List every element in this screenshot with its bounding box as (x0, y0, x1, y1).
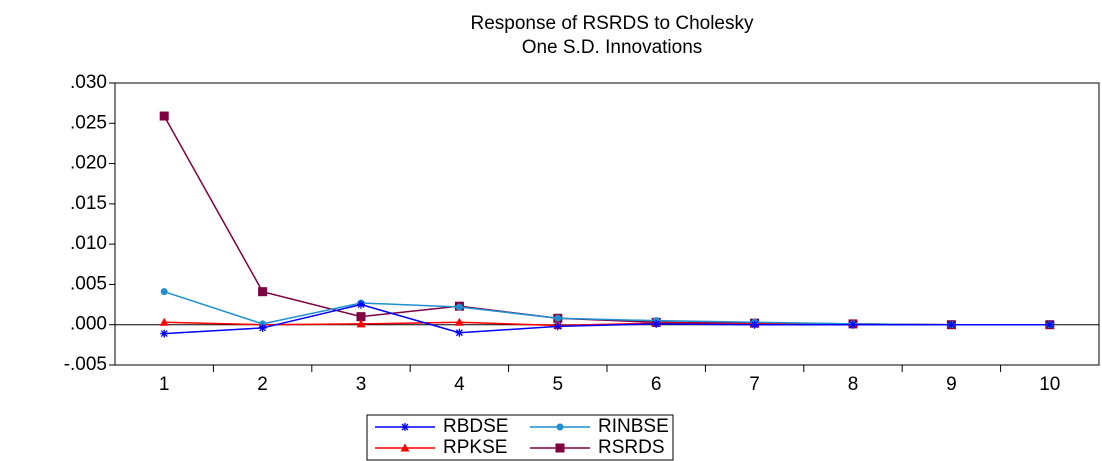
marker (356, 312, 366, 322)
marker (652, 319, 661, 328)
x-tick-label: 4 (454, 374, 465, 395)
marker (750, 320, 759, 329)
x-tick-label: 6 (651, 374, 662, 395)
marker (258, 323, 267, 332)
x-tick-label: 3 (356, 374, 367, 395)
chart-title: One S.D. Innovations (522, 37, 703, 58)
marker (401, 423, 409, 431)
marker (400, 443, 410, 452)
x-tick-label: 5 (553, 374, 564, 395)
x-tick-label: 8 (848, 374, 859, 395)
marker (160, 288, 168, 296)
marker (160, 329, 169, 338)
y-tick-label: .025 (70, 112, 107, 133)
y-tick-label: .000 (70, 314, 107, 335)
y-tick-label: .020 (70, 153, 107, 174)
marker (1045, 320, 1054, 329)
marker (454, 317, 464, 326)
marker (553, 322, 562, 331)
marker (554, 314, 562, 322)
marker (947, 320, 956, 329)
marker (357, 300, 365, 309)
x-tick-label: 7 (749, 374, 760, 395)
marker (555, 443, 565, 453)
x-tick-label: 9 (946, 374, 957, 395)
marker (556, 423, 564, 431)
y-tick-label: .005 (70, 273, 107, 294)
series-line (164, 303, 1050, 335)
x-tick-label: 2 (257, 374, 268, 395)
y-tick-label: .010 (70, 233, 107, 254)
marker (356, 319, 366, 328)
legend-box (366, 414, 674, 461)
marker (159, 111, 169, 121)
marker (455, 328, 464, 337)
marker (258, 287, 268, 297)
marker (455, 303, 463, 311)
marker (159, 317, 169, 326)
chart-title: Response of RSRDS to Cholesky (470, 13, 754, 34)
x-tick-label: 1 (159, 374, 170, 395)
x-tick-label: 10 (1039, 374, 1060, 395)
series-line (163, 115, 1050, 326)
marker (849, 320, 857, 329)
legend-label: RBDSE (443, 416, 508, 437)
y-tick-label: -.005 (64, 354, 107, 375)
legend-label: RPKSE (443, 437, 507, 458)
y-tick-label: .030 (70, 72, 107, 93)
legend-label: RINBSE (598, 416, 669, 437)
y-tick-label: .015 (70, 193, 107, 214)
legend-label: RSRDS (598, 437, 665, 458)
